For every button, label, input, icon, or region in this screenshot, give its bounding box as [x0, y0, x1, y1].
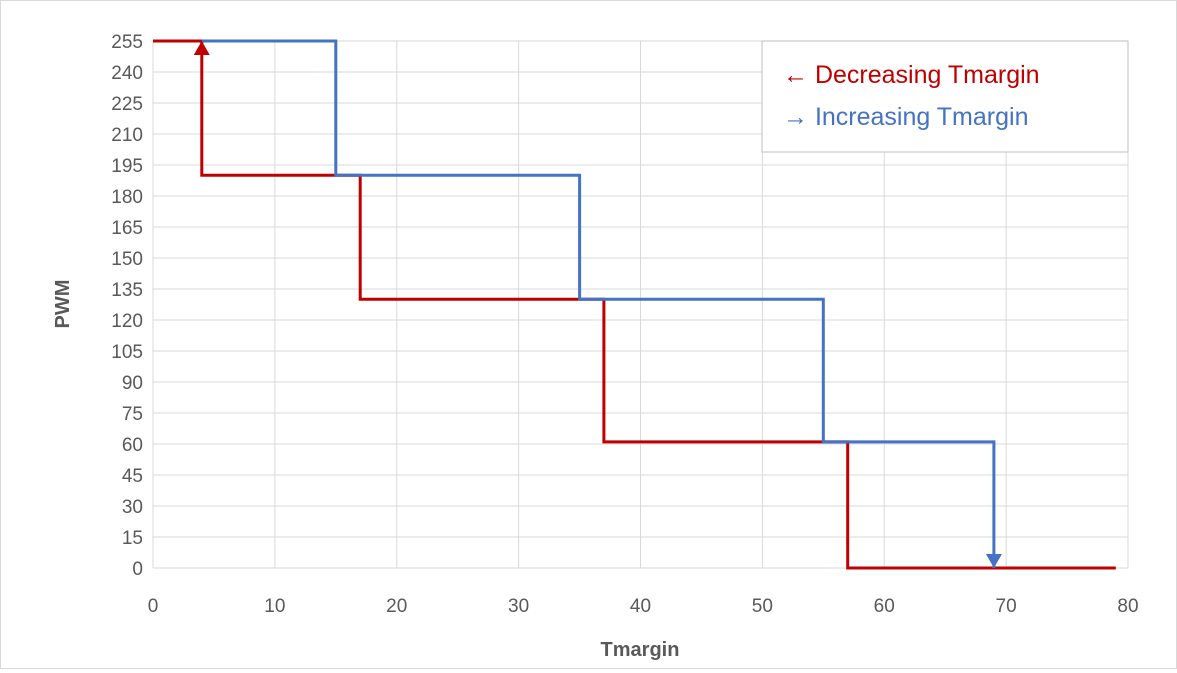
y-tick-label: 15: [122, 528, 143, 549]
x-tick-label: 10: [264, 596, 285, 617]
y-tick-label: 120: [111, 311, 143, 332]
series-lines: [153, 39, 1116, 570]
y-tick-label: 225: [111, 94, 143, 115]
y-tick-label: 135: [111, 280, 143, 301]
y-tick-label: 210: [111, 125, 143, 146]
y-tick-label: 45: [122, 466, 143, 487]
x-tick-label: 40: [630, 596, 651, 617]
x-tick-label: 60: [874, 596, 895, 617]
y-tick-label: 180: [111, 187, 143, 208]
y-tick-label: 0: [132, 559, 143, 580]
x-tick-label: 80: [1117, 596, 1138, 617]
y-tick-label: 30: [122, 497, 143, 518]
series-line-0: [153, 39, 1116, 570]
legend-entry-increasing: → Increasing Tmargin: [783, 103, 1028, 131]
x-tick-label: 20: [386, 596, 407, 617]
y-tick-label: 150: [111, 249, 143, 270]
y-tick-label: 240: [111, 63, 143, 84]
x-tick-label: 0: [148, 596, 159, 617]
series-arrowhead-1: [985, 554, 1002, 568]
y-tick-label: 195: [111, 156, 143, 177]
series-line-1: [201, 39, 996, 568]
x-tick-label: 70: [996, 596, 1017, 617]
y-tick-label: 60: [122, 435, 143, 456]
series-arrowhead-0: [193, 41, 210, 55]
axes: 0 15 30 45 60 75 90 105 120 135 150 165 180 195 210 225…: [111, 32, 1138, 617]
legend-entry-decreasing: ← Decreasing Tmargin: [783, 61, 1040, 89]
legend: ← Decreasing Tmargin → Increasing Tmargi…: [761, 40, 1129, 153]
y-tick-label: 165: [111, 218, 143, 239]
y-tick-label: 105: [111, 342, 143, 363]
x-axis-title: Tmargin: [601, 639, 680, 661]
x-tick-label: 50: [752, 596, 773, 617]
y-tick-label: 90: [122, 373, 143, 394]
y-tick-label: 255: [111, 32, 143, 53]
y-tick-label: 75: [122, 404, 143, 425]
y-axis-title: PWM: [52, 280, 74, 329]
legend-box: [761, 40, 1129, 153]
grid-lines: [152, 40, 1129, 569]
x-tick-label: 30: [508, 596, 529, 617]
